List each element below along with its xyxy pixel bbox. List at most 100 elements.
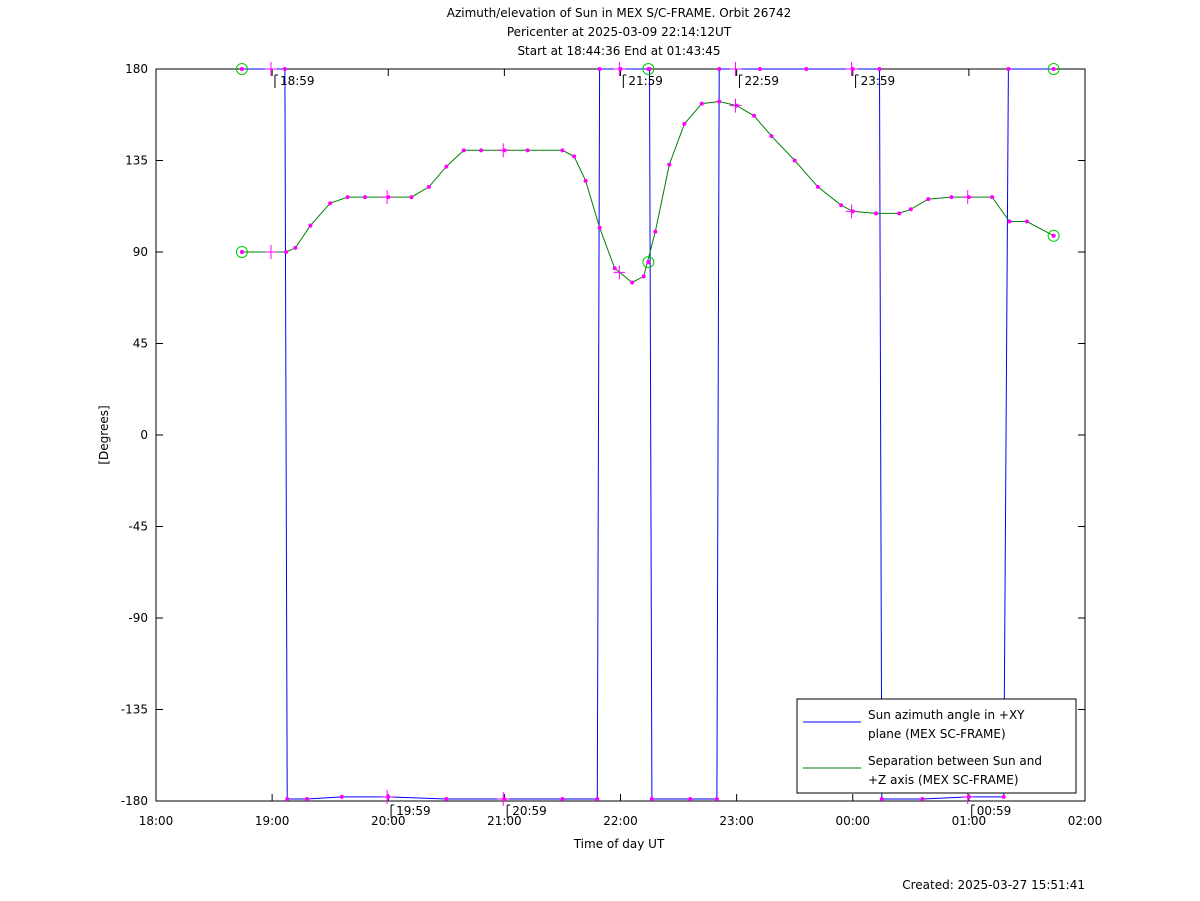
data-point: [714, 796, 719, 801]
data-point: [282, 67, 287, 71]
y-axis: 180 135 90 45 0 -45 -90 -135 -180: [121, 62, 1085, 808]
data-point: [908, 207, 913, 212]
x-tick-label: 22:00: [603, 814, 638, 828]
orbit-time-label: 20:59: [512, 804, 547, 818]
data-point: [757, 67, 762, 71]
data-point: [308, 223, 313, 228]
orbit-time-label: 23:59: [861, 74, 896, 88]
legend-box: [796, 698, 1077, 794]
x-tick-label: 21:00: [487, 814, 522, 828]
data-point: [752, 113, 757, 118]
x-tick-label: 01:00: [952, 814, 987, 828]
circle-marker: [1047, 63, 1060, 75]
y-tick-label: -45: [128, 520, 148, 534]
legend-label: plane (MEX SC-FRAME): [868, 727, 1006, 741]
circle-marker-dot: [239, 67, 244, 71]
data-point: [409, 195, 414, 200]
data-point: [653, 229, 658, 234]
data-point: [839, 203, 844, 208]
data-point: [667, 162, 672, 167]
data-point: [583, 178, 588, 183]
data-point: [595, 796, 600, 801]
circle-marker: [642, 256, 655, 269]
data-point: [630, 280, 635, 285]
x-tick-label: 02:00: [1068, 814, 1103, 828]
y-tick-label: 90: [133, 245, 148, 259]
circle-marker: [235, 246, 248, 258]
y-tick-label: -90: [128, 611, 148, 625]
plot-frame: [155, 68, 1086, 802]
data-point: [804, 67, 809, 71]
data-point: [688, 796, 693, 801]
x-axis: 18:00 19:00 20:00 21:00 22:00 23:00 00:00 01:00…: [139, 69, 1103, 828]
legend-label: Sun azimuth angle in +XY: [868, 708, 1025, 722]
data-point: [444, 796, 449, 801]
data-point: [328, 201, 333, 206]
data-point: [1001, 794, 1006, 799]
data-point: [304, 796, 309, 801]
y-axis-label: [Degrees]: [97, 405, 111, 464]
circle-marker: [235, 63, 248, 75]
x-tick-label: 00:00: [835, 814, 870, 828]
data-point: [792, 158, 797, 163]
data-point: [444, 164, 449, 169]
circle-marker: [1047, 229, 1060, 242]
legend-label: Separation between Sun and: [868, 754, 1042, 768]
data-point: [769, 134, 774, 139]
data-point: [699, 101, 704, 106]
data-point: [897, 211, 902, 216]
series-line-1: [241, 100, 1054, 284]
legend-label: +Z axis (MEX SC-FRAME): [868, 773, 1019, 787]
circle-marker-dot: [1051, 67, 1056, 71]
data-point: [1024, 219, 1029, 224]
data-point: [1006, 67, 1011, 71]
circle-marker-dot: [239, 250, 244, 254]
data-point: [641, 274, 646, 279]
data-point: [293, 245, 298, 250]
data-point: [879, 796, 884, 801]
data-point: [345, 195, 350, 200]
y-tick-label: 45: [133, 337, 148, 351]
data-point: [363, 195, 368, 200]
legend: Sun azimuth angle in +XY plane (MEX SC-FR…: [796, 698, 1077, 794]
circle-marker-dot: [646, 260, 651, 265]
y-tick-label: -135: [121, 703, 148, 717]
data-point: [717, 99, 722, 104]
data-point: [649, 796, 654, 801]
data-point: [560, 796, 565, 801]
title-line-1: Pericenter at 2025-03-09 22:14:12UT: [507, 25, 732, 39]
data-point: [525, 148, 530, 153]
title-line-2: Start at 18:44:36 End at 01:43:45: [517, 44, 720, 58]
data-point: [1007, 219, 1012, 224]
data-point: [920, 796, 925, 801]
markers-group: [235, 62, 1060, 806]
series-group: [239, 67, 1056, 801]
data-point: [284, 250, 289, 254]
circle-marker-dot: [646, 67, 651, 71]
x-tick-label: 19:00: [255, 814, 290, 828]
data-point: [597, 225, 602, 230]
data-point: [717, 67, 722, 71]
y-tick-label: 180: [125, 62, 148, 76]
orbit-time-label: 18:59: [280, 74, 315, 88]
data-point: [949, 195, 954, 200]
x-tick-label: 18:00: [139, 814, 174, 828]
orbit-time-label: 22:59: [744, 74, 779, 88]
circle-marker-dot: [1051, 233, 1056, 238]
data-point: [873, 211, 878, 216]
chart-title: Azimuth/elevation of Sun in MEX S/C-FRAM…: [447, 6, 792, 58]
plot-area: [155, 68, 1086, 802]
data-point: [572, 154, 577, 159]
x-tick-label: 23:00: [719, 814, 754, 828]
data-point: [815, 184, 820, 189]
data-point: [990, 195, 995, 200]
data-point: [285, 796, 290, 801]
series-line-0: [241, 68, 1054, 800]
data-point: [339, 794, 344, 799]
x-axis-label: Time of day UT: [573, 837, 665, 851]
data-point: [461, 148, 466, 153]
y-tick-label: -180: [121, 794, 148, 808]
x-tick-label: 20:00: [371, 814, 406, 828]
y-tick-label: 0: [140, 428, 148, 442]
